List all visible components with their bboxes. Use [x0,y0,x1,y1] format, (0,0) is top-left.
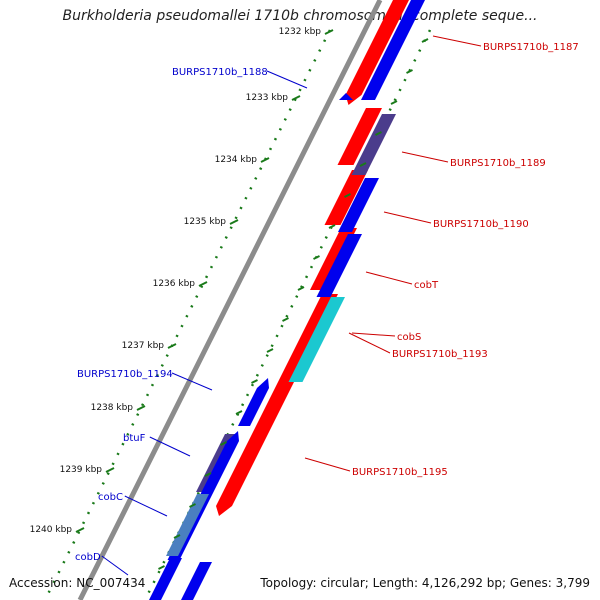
outer-tick [297,286,305,291]
accession-label: Accession: NC_007434 [9,576,146,590]
ruler-tick [229,219,239,225]
leader-line-btuF [149,436,191,457]
ruler-tick-label: 1233 kbp [246,93,289,103]
ruler-tick [291,95,301,101]
ruler-tick [324,29,334,35]
ruler-tick-label: 1238 kbp [91,403,134,413]
gene-label-BURPS1710b_1188[interactable]: BURPS1710b_1188 [172,67,268,78]
ruler-tick-label: 1235 kbp [184,217,227,227]
gene-label-btuF[interactable]: btuF [123,433,146,444]
leader-line-BURPS1710b_1189 [401,151,449,163]
leader-line-cobD [101,555,129,576]
outer-tick [406,69,413,74]
leader-line-cobT [365,271,413,285]
gene-label-BURPS1710b_1189[interactable]: BURPS1710b_1189 [450,158,546,169]
ruler-tick [136,405,146,411]
outer-tick [282,317,289,322]
gene-label-BURPS1710b_1194[interactable]: BURPS1710b_1194 [77,369,173,380]
gene-label-BURPS1710b_1193[interactable]: BURPS1710b_1193 [392,349,488,360]
gene-bar-cobT-r [316,234,362,297]
ruler-tick [105,467,115,473]
ruler-tick [198,281,208,287]
ruler-tick [167,343,177,349]
outer-tick [189,503,196,508]
leader-line-BURPS1710b_1190 [383,211,432,224]
ruler-tick-label: 1239 kbp [60,465,103,475]
leader-line-BURPS1710b_1188 [266,70,308,89]
ruler-tick-label: 1236 kbp [153,279,196,289]
leader-line-cobS [351,332,396,337]
outer-tick [251,379,258,384]
gene-bar-cobC [166,494,209,556]
gene-bar-BURPS1710b_1190 [324,170,368,225]
outer-tick [375,131,382,136]
leader-line-BURPS1710b_1195 [304,457,351,472]
gene-bar-BURPS1710b_1187 [345,0,409,105]
gene-label-BURPS1710b_1190[interactable]: BURPS1710b_1190 [433,219,529,230]
outer-tick [173,534,181,539]
ruler-tick-label: 1232 kbp [279,27,322,37]
gene-bar-BURPS1710b_1190b [338,178,379,232]
gene-bar-cobD [149,558,182,600]
gene-label-cobC[interactable]: cobC [98,492,123,503]
outer-tick [359,162,367,167]
outer-tick [220,441,227,446]
gene-label-cobD[interactable]: cobD [75,552,101,563]
topology-label: Topology: circular; Length: 4,126,292 bp… [260,576,590,590]
ruler-tick-label: 1234 kbp [215,155,258,165]
ruler-tick [75,527,85,533]
gene-label-cobT[interactable]: cobT [414,280,439,291]
leader-line-cobC [124,495,168,517]
gene-label-BURPS1710b_1187[interactable]: BURPS1710b_1187 [483,42,579,53]
gene-bar-BURPS1710b_1189 [337,108,382,165]
outer-tick [235,410,243,415]
gene-bar-cobS [288,297,345,382]
outer-tick [266,348,274,353]
outer-tick [158,565,165,570]
gene-bar-BURPS1710b_1194 [238,378,269,426]
outer-tick [313,255,320,260]
ruler-tick-label: 1237 kbp [122,341,165,351]
ruler-tick-label: 1240 kbp [30,525,73,535]
gene-bar-BURPS1710b_1189b [351,114,396,175]
gene-label-BURPS1710b_1195[interactable]: BURPS1710b_1195 [352,467,448,478]
ruler-tick [260,157,270,163]
leader-line-BURPS1710b_1187 [432,35,482,47]
backbone-line [77,0,383,600]
gene-bar-BURPS1710b_1188 [339,93,353,100]
outer-tick [421,38,429,43]
gene-bar-BURPS1710b_1186 [361,0,425,100]
leader-line-BURPS1710b_1194 [171,372,213,391]
gene-label-cobS[interactable]: cobS [397,332,421,343]
outer-tick [344,193,351,198]
outer-tick [328,224,336,229]
gene-bar-cobD-r [181,562,212,600]
outer-tick [204,472,212,477]
outer-tick [390,100,398,105]
leader-line-BURPS1710b_1193 [348,332,391,354]
